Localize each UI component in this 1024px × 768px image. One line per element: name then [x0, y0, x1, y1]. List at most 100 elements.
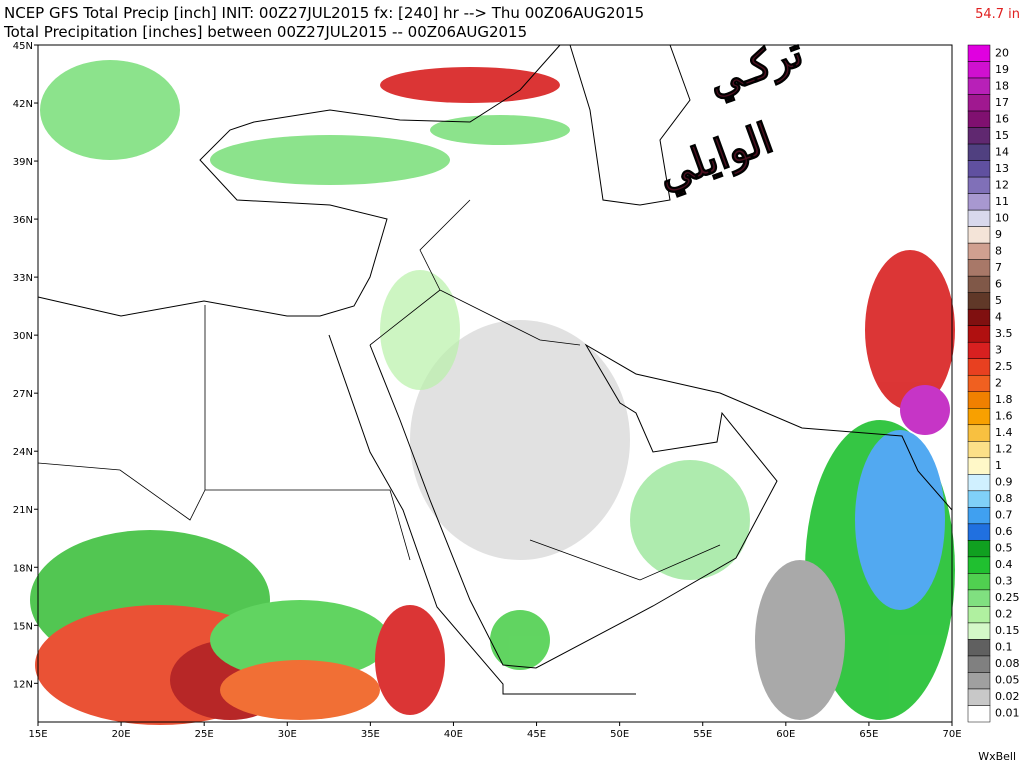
legend-label: 0.05	[995, 674, 1020, 687]
legend-label: 18	[995, 79, 1009, 92]
legend-label: 12	[995, 178, 1009, 191]
legend-label: 0.01	[995, 707, 1020, 720]
legend-label: 2	[995, 377, 1002, 390]
legend-label: 14	[995, 145, 1009, 158]
lat-label: 18N	[13, 563, 33, 574]
legend-swatch	[967, 424, 991, 442]
lat-label: 12N	[13, 679, 33, 690]
legend-swatch	[967, 507, 991, 525]
lon-label: 55E	[693, 729, 712, 740]
legend-swatch	[967, 127, 991, 145]
legend-label: 1.6	[995, 410, 1013, 423]
lon-label: 30E	[278, 729, 297, 740]
legend-swatch	[967, 160, 991, 178]
legend-label: 0.02	[995, 690, 1020, 703]
legend-swatch	[967, 176, 991, 194]
title: NCEP GFS Total Precip [inch] INIT: 00Z27…	[4, 4, 644, 22]
lat-label: 24N	[13, 447, 33, 458]
legend-swatch	[967, 374, 991, 393]
legend-label: 17	[995, 96, 1009, 109]
legend-label: 0.2	[995, 608, 1013, 621]
max-value: 54.7 in	[975, 7, 1020, 22]
legend-label: 0.9	[995, 476, 1013, 489]
legend-swatch	[967, 688, 991, 706]
legend-swatch	[967, 358, 991, 376]
legend-swatch	[967, 292, 991, 310]
lat-label: 33N	[13, 273, 33, 284]
legend-swatch	[967, 705, 991, 723]
lon-label: 60E	[776, 729, 795, 740]
coastline	[37, 44, 561, 317]
legend-label: 0.5	[995, 542, 1013, 555]
legend-label: 9	[995, 228, 1002, 241]
lat-label: 27N	[13, 389, 33, 400]
legend-label: 0.4	[995, 558, 1013, 571]
legend-label: 1	[995, 459, 1002, 472]
credit: WxBell	[978, 750, 1016, 763]
lat-label: 21N	[13, 505, 33, 516]
subtitle: Total Precipitation [inches] between 00Z…	[3, 23, 527, 41]
legend-swatch	[967, 341, 991, 359]
legend-label: 8	[995, 244, 1002, 257]
legend-swatch	[967, 606, 991, 624]
legend-swatch	[967, 325, 991, 343]
legend-swatch	[967, 622, 991, 640]
legend-swatch	[967, 226, 991, 244]
legend-swatch	[967, 94, 991, 112]
legend-swatch	[967, 391, 991, 409]
legend-label: 0.3	[995, 575, 1013, 588]
legend-swatch	[967, 308, 991, 326]
legend-label: 4	[995, 310, 1002, 323]
border	[37, 199, 721, 581]
map-area	[30, 44, 955, 725]
legend-label: 0.8	[995, 492, 1013, 505]
legend-label: 10	[995, 211, 1009, 224]
legend-label: 7	[995, 261, 1002, 274]
coastline	[369, 343, 953, 669]
legend-swatch	[967, 209, 991, 227]
legend-label: 6	[995, 277, 1002, 290]
legend-swatch	[967, 540, 991, 558]
legend-swatch	[967, 655, 991, 673]
lon-label: 35E	[361, 729, 380, 740]
legend-label: 13	[995, 162, 1009, 175]
legend-swatch	[967, 259, 991, 277]
legend-swatch	[967, 408, 991, 426]
legend-swatch	[967, 61, 991, 79]
legend-swatch	[967, 110, 991, 128]
coastline	[328, 334, 636, 695]
legend-swatch	[967, 672, 991, 690]
legend-label: 0.08	[995, 657, 1020, 670]
legend-swatch	[967, 490, 991, 508]
legend-swatch	[967, 275, 991, 293]
legend-swatch	[967, 193, 991, 211]
legend-label: 0.7	[995, 509, 1013, 522]
legend-swatch	[967, 242, 991, 260]
lon-label: 20E	[112, 729, 131, 740]
axis-ticks: 45N 42N 39N 36N 33N 30N 27N 24N 21N 18N 15N 12N 15E 2…	[13, 41, 962, 740]
lat-label: 36N	[13, 215, 33, 226]
legend-swatch	[967, 523, 991, 541]
legend-label: 3.5	[995, 327, 1013, 340]
legend-swatch	[967, 639, 991, 657]
lat-label: 45N	[13, 41, 33, 52]
legend-swatch	[967, 77, 991, 95]
legend-label: 3	[995, 343, 1002, 356]
legend-label: 1.4	[995, 426, 1013, 439]
legend-label: 16	[995, 112, 1009, 125]
legend-label: 20	[995, 46, 1009, 59]
coastline	[569, 44, 691, 206]
legend-label: 0.6	[995, 525, 1013, 538]
legend-label: 11	[995, 195, 1009, 208]
legend-swatch	[967, 44, 991, 62]
lon-label: 50E	[610, 729, 629, 740]
legend-swatch	[967, 457, 991, 475]
legend-label: 0.25	[995, 591, 1020, 604]
precip-shading	[30, 60, 955, 725]
lat-label: 42N	[13, 99, 33, 110]
legend-swatch	[967, 474, 991, 492]
lon-label: 65E	[859, 729, 878, 740]
legend-label: 0.15	[995, 624, 1020, 637]
